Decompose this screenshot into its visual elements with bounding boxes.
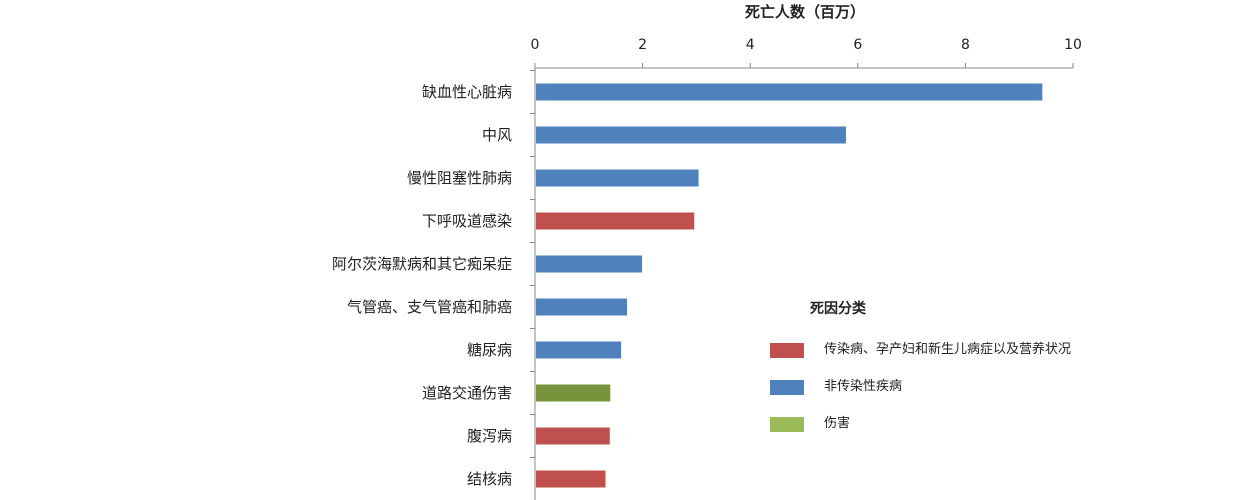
category-label: 中风	[482, 126, 512, 144]
bar	[536, 298, 627, 316]
bar	[536, 384, 611, 402]
category-label: 结核病	[467, 470, 512, 488]
bar	[536, 341, 622, 359]
category-label: 下呼吸道感染	[422, 212, 512, 230]
category-label: 道路交通伤害	[422, 384, 512, 402]
x-tick-label: 8	[961, 37, 970, 53]
bar	[536, 169, 699, 187]
legend-title: 死因分类	[810, 301, 866, 317]
legend-item-noncommunicable: 非传染性疾病	[770, 377, 1100, 396]
x-tick-label: 0	[531, 37, 540, 53]
category-label: 气管癌、支气管癌和肺癌	[347, 298, 512, 316]
x-tick-label: 4	[746, 37, 755, 53]
category-label: 阿尔茨海默病和其它痴呆症	[332, 255, 512, 273]
x-tick-label: 6	[853, 37, 862, 53]
legend-label-injury: 伤害	[824, 416, 851, 431]
category-label: 慢性阻塞性肺病	[407, 169, 512, 187]
category-label: 缺血性心脏病	[422, 83, 512, 101]
bar	[536, 470, 606, 488]
chart-title: 死亡人数（百万）	[745, 3, 865, 21]
category-label: 糖尿病	[467, 341, 512, 359]
legend-item-communicable: 传染病、孕产妇和新生儿病症以及营养状况	[770, 340, 1100, 359]
legend: 死因分类 传染病、孕产妇和新生儿病症以及营养状况 非传染性疾病 伤害	[770, 298, 1100, 451]
category-label: 腹泻病	[467, 427, 512, 445]
legend-swatch-noncommunicable	[770, 380, 804, 395]
x-tick-label: 10	[1064, 37, 1082, 53]
legend-swatch-communicable	[770, 343, 804, 358]
x-tick-label: 2	[638, 37, 647, 53]
bar	[536, 427, 610, 445]
legend-label-noncommunicable: 非传染性疾病	[824, 379, 903, 394]
legend-item-injury: 伤害	[770, 414, 1100, 433]
legend-label-communicable: 传染病、孕产妇和新生儿病症以及营养状况	[824, 342, 1072, 357]
bar	[536, 83, 1043, 101]
bar	[536, 255, 643, 273]
bar	[536, 212, 695, 230]
legend-swatch-injury	[770, 417, 804, 432]
bar	[536, 126, 846, 144]
